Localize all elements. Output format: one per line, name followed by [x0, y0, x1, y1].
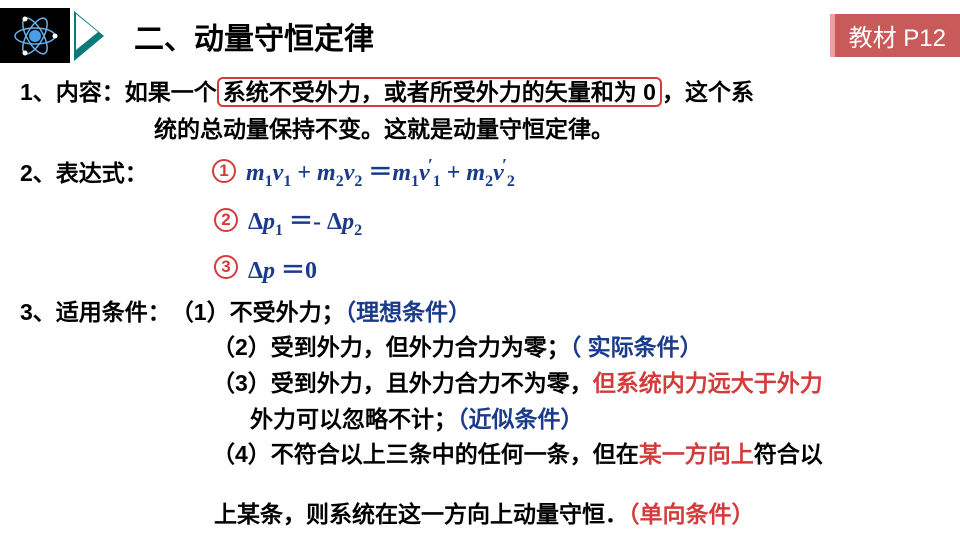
- page-title: 二、动量守恒定律: [134, 14, 374, 58]
- formula1-row: 2、表达式： 1 m1v1 + m2v2 ＝m1v′1 + m2v′2: [20, 152, 940, 191]
- cond3-text: （3）受到外力，且外力合力不为零，: [212, 370, 593, 396]
- cond4-post: 符合以: [754, 441, 823, 467]
- item1-boxed: 系统不受外力，或者所受外力的矢量和为 0: [217, 77, 662, 107]
- condition4-row: （4）不符合以上三条中的任何一条，但在某一方向上符合以: [20, 437, 940, 473]
- item2-label: 2、表达式：: [20, 154, 212, 188]
- item1-post: ，这个系: [662, 79, 754, 105]
- circle-1: 1: [212, 159, 236, 183]
- item1-row: 1、内容： 如果一个系统不受外力，或者所受外力的矢量和为 0，这个系: [20, 75, 940, 110]
- cond3-note: （近似条件）: [457, 406, 584, 432]
- conditions-block: 3、适用条件： （1）不受外力；（理想条件） （2）受到外力，但外力合力为零；（…: [20, 295, 940, 533]
- item1-continuation: 统的总动量保持不变。这就是动量守恒定律。: [20, 112, 940, 147]
- item1-pre: 如果一个: [125, 79, 217, 105]
- arrow-inner-decoration: [76, 14, 98, 50]
- circle-2: 2: [214, 208, 238, 232]
- item3-label: 3、适用条件：: [20, 295, 171, 331]
- condition1-row: 3、适用条件： （1）不受外力；（理想条件）: [20, 295, 940, 331]
- formula2-row: 2 Δp1 ＝- Δp2: [20, 201, 940, 240]
- header: 二、动量守恒定律 教材 P12: [0, 0, 960, 71]
- cond4-note: （单向条件）: [628, 501, 755, 527]
- condition2-row: （2）受到外力，但外力合力为零；（ 实际条件）: [20, 330, 940, 366]
- cond4-text: （4）不符合以上三条中的任何一条，但在: [212, 441, 639, 467]
- item1-label: 1、内容：: [20, 75, 125, 110]
- cond4-red: 某一方向上: [639, 441, 754, 467]
- condition3-cont: 外力可以忽略不计；（近似条件）: [20, 402, 940, 438]
- cond3-red: 但系统内力远大于外力: [593, 370, 823, 396]
- formula3-row: 3 Δp ＝0: [20, 250, 940, 285]
- cond4-last-text: 上某条，则系统在这一方向上动量守恒．: [214, 501, 628, 527]
- page-badge: 教材 P12: [830, 14, 960, 57]
- cond1-note: （理想条件）: [345, 299, 472, 325]
- item1-text: 如果一个系统不受外力，或者所受外力的矢量和为 0，这个系: [125, 75, 940, 110]
- cond1-text: （1）不受外力；: [171, 299, 345, 325]
- cond2-note: （ 实际条件）: [570, 334, 703, 360]
- formula3: Δp ＝0: [248, 250, 317, 285]
- atom-icon: [0, 8, 70, 63]
- formula2: Δp1 ＝- Δp2: [248, 201, 362, 240]
- content: 1、内容： 如果一个系统不受外力，或者所受外力的矢量和为 0，这个系 统的总动量…: [0, 71, 960, 532]
- circle-3: 3: [214, 255, 238, 279]
- cond2-text: （2）受到外力，但外力合力为零；: [212, 334, 570, 360]
- cond1: （1）不受外力；（理想条件）: [171, 295, 471, 331]
- condition3-row: （3）受到外力，且外力合力不为零，但系统内力远大于外力: [20, 366, 940, 402]
- cond3-line2: 外力可以忽略不计；: [250, 406, 457, 432]
- condition4-last: 上某条，则系统在这一方向上动量守恒．（单向条件）: [20, 497, 940, 533]
- formula1: m1v1 + m2v2 ＝m1v′1 + m2v′2: [246, 152, 515, 191]
